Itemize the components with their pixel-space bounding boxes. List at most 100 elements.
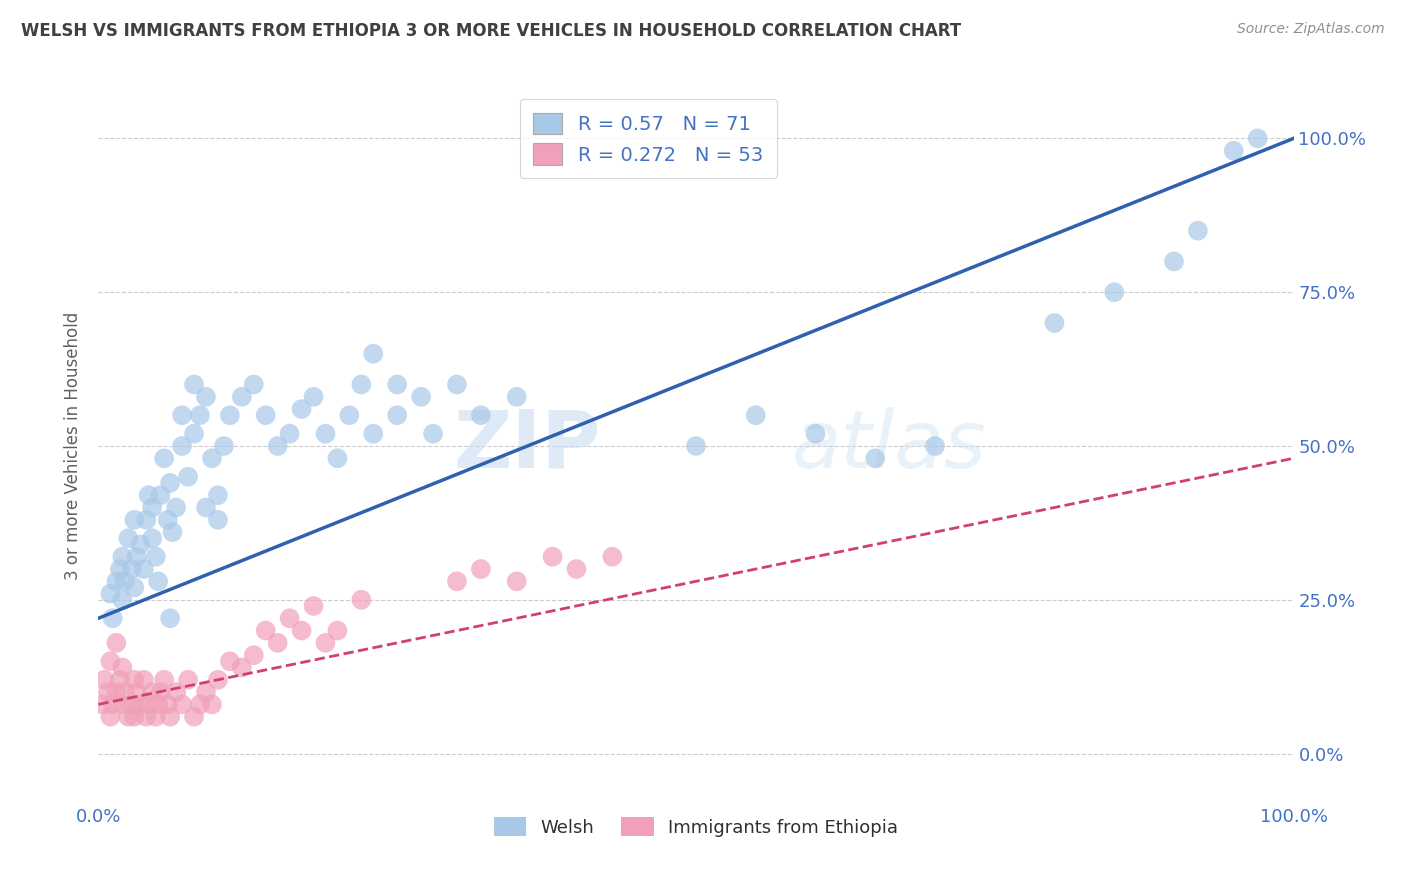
Point	[145, 549, 167, 564]
Point	[385, 409, 409, 423]
Point	[291, 624, 314, 638]
Point	[135, 709, 157, 723]
Point	[207, 513, 229, 527]
Point	[446, 574, 468, 589]
Text: ZIP: ZIP	[453, 407, 600, 485]
Point	[156, 513, 179, 527]
Point	[363, 347, 385, 361]
Point	[105, 685, 128, 699]
Point	[291, 402, 314, 417]
Point	[183, 709, 205, 723]
Point	[114, 685, 136, 699]
Point	[159, 709, 181, 723]
Point	[165, 500, 187, 515]
Point	[1247, 131, 1270, 145]
Point	[470, 562, 492, 576]
Point	[267, 636, 290, 650]
Point	[108, 562, 131, 576]
Point	[153, 673, 176, 687]
Point	[101, 698, 124, 712]
Point	[124, 673, 146, 687]
Point	[105, 574, 128, 589]
Point	[201, 698, 224, 712]
Point	[1104, 285, 1126, 300]
Point	[159, 475, 181, 490]
Point	[1163, 254, 1185, 268]
Point	[148, 698, 170, 712]
Point	[201, 451, 224, 466]
Point	[153, 451, 176, 466]
Point	[138, 698, 160, 712]
Point	[411, 390, 433, 404]
Point	[91, 698, 114, 712]
Point	[804, 426, 827, 441]
Point	[506, 574, 529, 589]
Point	[183, 426, 205, 441]
Point	[212, 439, 235, 453]
Point	[98, 587, 122, 601]
Point	[302, 599, 325, 613]
Point	[124, 513, 146, 527]
Point	[207, 673, 229, 687]
Point	[470, 409, 492, 423]
Point	[541, 549, 564, 564]
Point	[267, 439, 290, 453]
Point	[243, 648, 266, 662]
Point	[506, 390, 529, 404]
Point	[111, 660, 134, 674]
Point	[243, 377, 266, 392]
Point	[219, 409, 242, 423]
Point	[231, 660, 253, 674]
Point	[125, 685, 148, 699]
Point	[111, 549, 134, 564]
Point	[172, 439, 194, 453]
Point	[1043, 316, 1066, 330]
Point	[98, 709, 122, 723]
Point	[278, 611, 301, 625]
Point	[207, 488, 229, 502]
Point	[149, 685, 172, 699]
Point	[326, 451, 349, 466]
Point	[129, 537, 152, 551]
Point	[177, 673, 200, 687]
Point	[98, 654, 122, 668]
Point	[254, 409, 277, 423]
Text: Source: ZipAtlas.com: Source: ZipAtlas.com	[1237, 22, 1385, 37]
Point	[188, 409, 211, 423]
Point	[101, 611, 124, 625]
Point	[111, 592, 134, 607]
Point	[97, 685, 120, 699]
Point	[446, 377, 468, 392]
Point	[129, 698, 152, 712]
Legend: Welsh, Immigrants from Ethiopia: Welsh, Immigrants from Ethiopia	[486, 809, 905, 844]
Point	[117, 709, 139, 723]
Point	[1187, 224, 1209, 238]
Point	[865, 451, 887, 466]
Point	[172, 698, 194, 712]
Point	[188, 698, 211, 712]
Point	[121, 562, 143, 576]
Point	[159, 611, 181, 625]
Point	[148, 574, 170, 589]
Y-axis label: 3 or more Vehicles in Household: 3 or more Vehicles in Household	[63, 312, 82, 580]
Point	[111, 698, 134, 712]
Point	[165, 685, 187, 699]
Point	[125, 549, 148, 564]
Point	[149, 488, 172, 502]
Point	[135, 513, 157, 527]
Point	[385, 377, 409, 392]
Point	[339, 409, 361, 423]
Point	[231, 390, 253, 404]
Point	[422, 426, 444, 441]
Point	[141, 685, 163, 699]
Text: atlas: atlas	[792, 407, 987, 485]
Text: WELSH VS IMMIGRANTS FROM ETHIOPIA 3 OR MORE VEHICLES IN HOUSEHOLD CORRELATION CH: WELSH VS IMMIGRANTS FROM ETHIOPIA 3 OR M…	[21, 22, 962, 40]
Point	[315, 426, 337, 441]
Point	[162, 525, 184, 540]
Point	[172, 409, 194, 423]
Point	[315, 636, 337, 650]
Point	[1223, 144, 1246, 158]
Point	[132, 673, 155, 687]
Point	[685, 439, 707, 453]
Point	[117, 531, 139, 545]
